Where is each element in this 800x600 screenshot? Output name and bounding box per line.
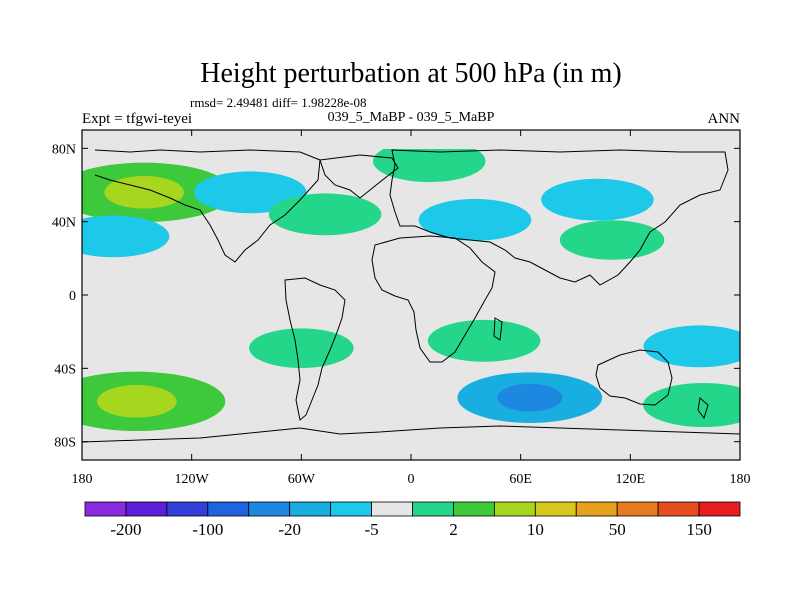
chart-title: Height perturbation at 500 hPa (in m): [200, 58, 621, 89]
colorbar-swatch-14: [657, 501, 700, 517]
colorbar-swatch-9: [453, 501, 495, 517]
case-label: 039_5_MaBP - 039_5_MaBP: [328, 110, 495, 125]
colorbar-swatch-11: [534, 501, 577, 517]
anomaly-region-3: [268, 193, 382, 236]
anomaly-core-0: [104, 175, 184, 209]
antarctica-outline: [82, 425, 740, 443]
colorbar: -200 -100 -20 -5 2 10 50 150: [84, 501, 741, 539]
y-tick-label-0: 80N: [52, 142, 76, 157]
new-zealand-outline: [697, 397, 709, 420]
colorbar-swatch-12: [575, 501, 618, 517]
x-tick-label-6: 180: [730, 472, 751, 487]
anomaly-region-4: [372, 149, 486, 183]
anomaly-region-5: [418, 198, 532, 241]
colorbar-swatch-6: [330, 501, 372, 517]
anomaly-core-10: [97, 384, 177, 418]
y-tick-label-4: 80S: [54, 436, 76, 451]
north-america-outline: [94, 149, 321, 263]
season-label: ANN: [708, 111, 741, 127]
anomaly-region-12: [643, 383, 740, 427]
x-tick-label-0: 180: [72, 472, 93, 487]
colorbar-label-1: -100: [192, 520, 223, 539]
colorbar-label-3: -5: [364, 520, 378, 539]
greenland-outline: [319, 154, 399, 199]
coastlines: [82, 149, 740, 443]
x-tick-label-2: 60W: [288, 472, 316, 487]
south-america-outline: [284, 277, 346, 421]
anomaly-field-layer: [82, 149, 740, 432]
y-tick-label-2: 0: [69, 289, 76, 304]
anomaly-region-8: [427, 319, 541, 362]
colorbar-label-2: -20: [278, 520, 301, 539]
anomaly-region-9: [643, 325, 740, 368]
anomaly-region-7: [559, 220, 665, 260]
australia-outline: [595, 349, 673, 406]
colorbar-swatch-7: [371, 501, 413, 517]
x-tick-label-5: 120E: [616, 472, 646, 487]
x-tick-label-4: 60E: [509, 472, 532, 487]
y-tick-label-3: 40S: [54, 362, 76, 377]
experiment-label: Expt = tfgwi-teyei: [82, 111, 192, 127]
colorbar-swatch-2: [166, 501, 209, 517]
colorbar-label-6: 50: [609, 520, 626, 539]
y-tick-label-1: 40N: [52, 216, 76, 231]
colorbar-swatch-1: [125, 501, 168, 517]
axes-layer: 180 120W 60W 0 60E 120E 180 80N 40N 0 40S 80S: [52, 130, 751, 487]
anomaly-region-6: [541, 178, 654, 221]
colorbar-swatch-0: [84, 501, 127, 517]
colorbar-swatch-10: [493, 501, 536, 517]
colorbar-label-4: 2: [449, 520, 458, 539]
x-tick-label-3: 0: [408, 472, 415, 487]
colorbar-swatch-4: [248, 501, 291, 517]
colorbar-label-7: 150: [686, 520, 712, 539]
colorbar-swatch-3: [207, 501, 250, 517]
anomaly-core-11: [497, 383, 563, 412]
colorbar-swatch-5: [289, 501, 332, 517]
europe-asia-outline: [389, 149, 729, 286]
africa-outline: [371, 235, 496, 363]
anomaly-region-13: [249, 328, 354, 368]
stats-line: rmsd= 2.49481 diff= 1.98228e-08: [190, 95, 367, 110]
x-tick-label-1: 120W: [175, 472, 210, 487]
colorbar-label-5: 10: [527, 520, 544, 539]
colorbar-swatch-15: [698, 501, 741, 517]
colorbar-swatch-8: [412, 501, 454, 517]
colorbar-label-0: -200: [110, 520, 141, 539]
colorbar-swatch-13: [616, 501, 659, 517]
anomaly-region-1: [82, 215, 170, 258]
madagascar-outline: [493, 317, 503, 341]
